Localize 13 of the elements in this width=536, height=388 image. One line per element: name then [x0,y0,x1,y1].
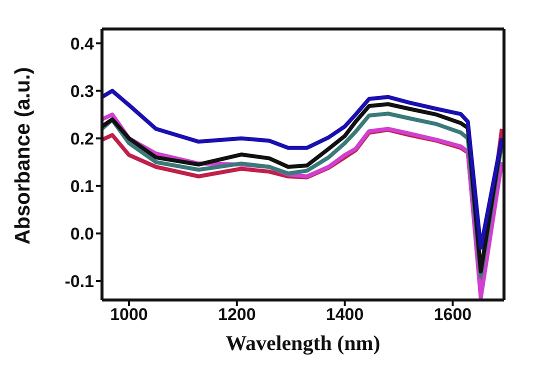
x-tick-label: 1600 [434,305,472,324]
line-series [102,88,504,250]
x-axis-title: Wavelength (nm) [226,331,380,355]
y-tick-label: 0.4 [70,34,95,54]
x-tick-label: 1200 [218,305,256,324]
y-tick-label: 0.1 [70,176,94,196]
y-tick-label: 0.0 [70,224,94,244]
y-tick-label: 0.2 [70,129,94,148]
x-tick-label: 1400 [326,305,364,324]
y-tick-label: -0.1 [64,272,94,292]
y-axis-title: Absorbance (a.u.) [11,67,34,244]
y-tick-label: 0.3 [70,82,94,101]
x-tick-label: 1000 [110,305,148,324]
